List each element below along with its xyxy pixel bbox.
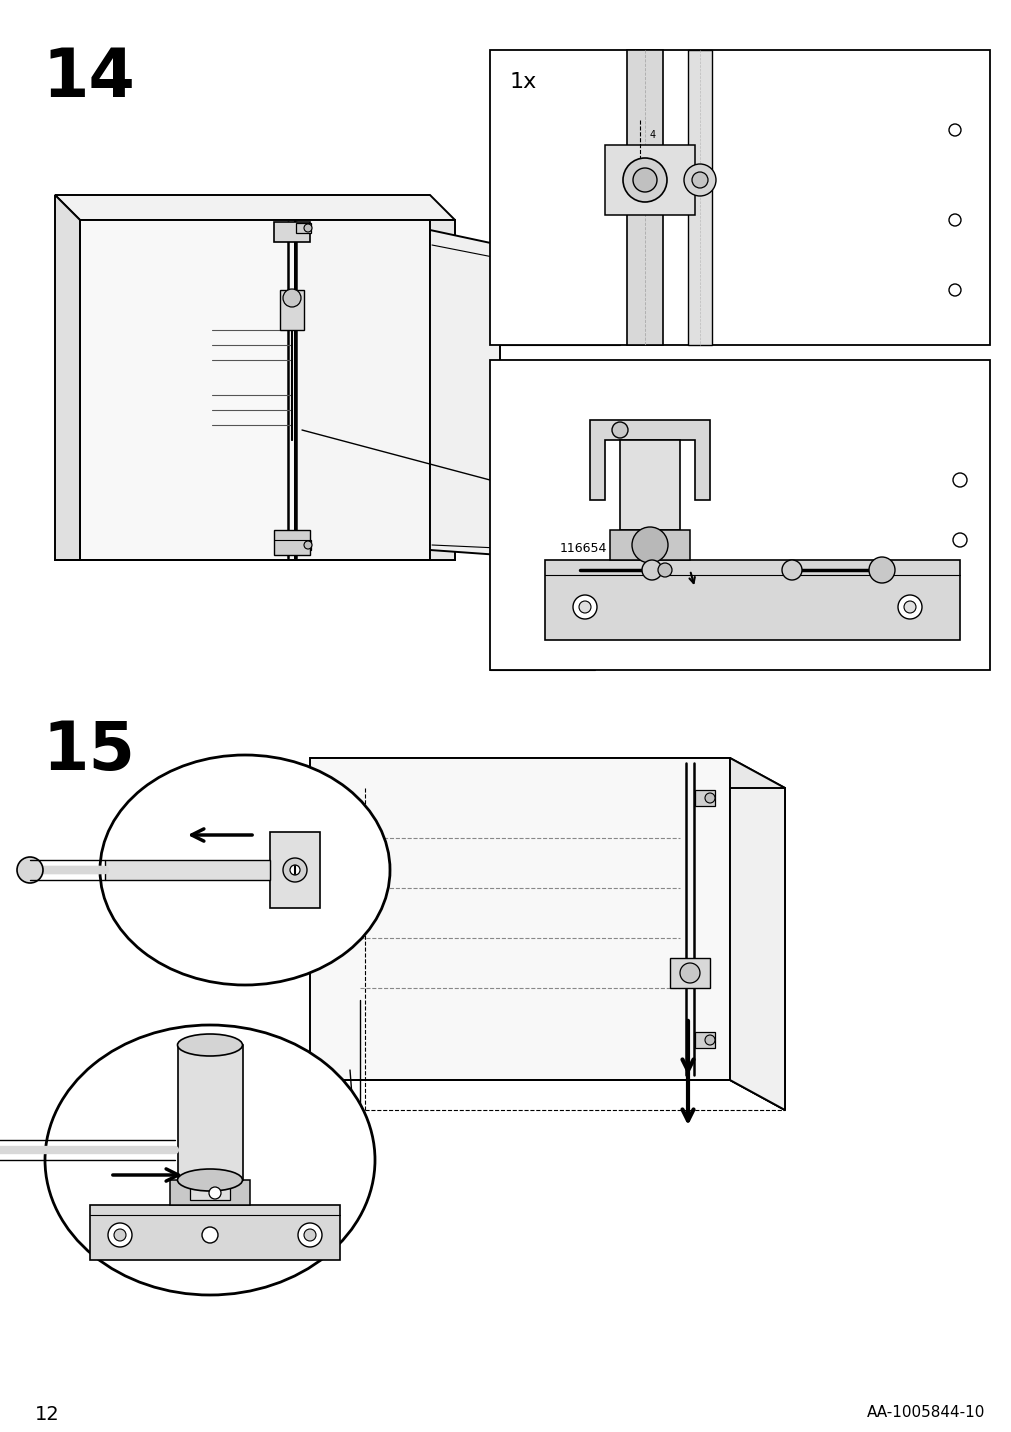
Text: 4: 4 <box>649 130 655 140</box>
Circle shape <box>632 168 656 192</box>
Polygon shape <box>605 145 695 215</box>
Bar <box>178 1045 243 1180</box>
Text: 1x: 1x <box>510 72 537 92</box>
Circle shape <box>692 172 708 188</box>
Bar <box>295 540 310 550</box>
Circle shape <box>578 601 590 613</box>
Circle shape <box>623 158 666 202</box>
Text: 116654: 116654 <box>559 541 607 556</box>
Bar <box>489 50 989 345</box>
Bar <box>627 50 662 345</box>
Circle shape <box>782 560 801 580</box>
Bar <box>295 223 310 233</box>
Circle shape <box>952 473 967 487</box>
Polygon shape <box>309 758 729 1080</box>
Circle shape <box>948 213 960 226</box>
Circle shape <box>612 422 628 438</box>
Circle shape <box>657 563 671 577</box>
Ellipse shape <box>100 755 389 985</box>
Ellipse shape <box>620 520 679 540</box>
Circle shape <box>641 560 661 580</box>
Polygon shape <box>309 758 785 788</box>
Circle shape <box>572 596 596 619</box>
Circle shape <box>283 858 306 882</box>
Bar <box>620 440 679 530</box>
Polygon shape <box>170 1180 250 1204</box>
Bar <box>687 50 712 345</box>
Polygon shape <box>80 221 295 560</box>
Polygon shape <box>729 758 785 1110</box>
Circle shape <box>679 962 700 982</box>
Polygon shape <box>190 1186 229 1200</box>
Circle shape <box>632 527 667 563</box>
Bar <box>695 1032 715 1048</box>
Circle shape <box>283 289 300 306</box>
Circle shape <box>705 793 715 803</box>
Circle shape <box>705 1035 715 1045</box>
Polygon shape <box>589 420 710 500</box>
Polygon shape <box>430 231 499 556</box>
Polygon shape <box>545 560 959 640</box>
Bar <box>489 359 989 670</box>
Ellipse shape <box>177 1169 243 1191</box>
Polygon shape <box>610 530 690 560</box>
Bar <box>274 530 309 556</box>
Text: AA-1005844-10: AA-1005844-10 <box>865 1405 984 1421</box>
Polygon shape <box>55 195 455 221</box>
Circle shape <box>868 557 894 583</box>
Bar <box>695 790 715 806</box>
Circle shape <box>114 1229 126 1242</box>
Circle shape <box>897 596 921 619</box>
Ellipse shape <box>177 1034 243 1055</box>
Circle shape <box>108 1223 131 1247</box>
Polygon shape <box>270 832 319 908</box>
Polygon shape <box>430 221 455 560</box>
Text: 15: 15 <box>42 717 134 783</box>
Circle shape <box>303 223 311 232</box>
Ellipse shape <box>44 1025 375 1295</box>
Circle shape <box>202 1227 217 1243</box>
Text: 14: 14 <box>42 44 134 112</box>
Ellipse shape <box>620 430 679 450</box>
Circle shape <box>948 125 960 136</box>
Circle shape <box>948 284 960 296</box>
Text: 12: 12 <box>35 1405 60 1423</box>
Circle shape <box>297 1223 321 1247</box>
Polygon shape <box>55 195 80 560</box>
Bar <box>489 50 620 345</box>
Circle shape <box>683 165 716 196</box>
Circle shape <box>303 541 311 548</box>
Circle shape <box>903 601 915 613</box>
Circle shape <box>209 1187 220 1199</box>
Circle shape <box>303 1229 315 1242</box>
Circle shape <box>952 533 967 547</box>
Circle shape <box>290 865 299 875</box>
Polygon shape <box>729 788 785 1110</box>
Bar <box>280 291 303 329</box>
Bar <box>105 861 270 881</box>
Bar <box>274 222 309 242</box>
Bar <box>489 359 594 670</box>
Polygon shape <box>295 221 430 560</box>
Circle shape <box>17 856 42 884</box>
Polygon shape <box>90 1204 340 1260</box>
Bar <box>669 958 710 988</box>
